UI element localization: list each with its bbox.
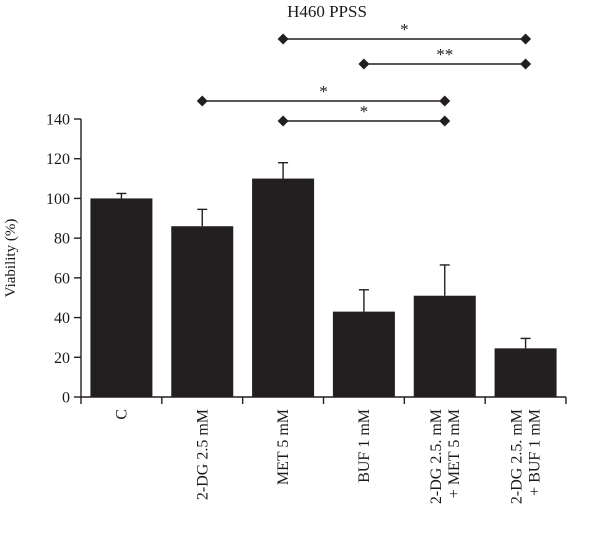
x-tick-label: C <box>113 409 130 420</box>
y-tick-label: 100 <box>46 191 70 208</box>
significance-marker <box>277 33 289 45</box>
x-tick-label: 2-DG 2.5 mM <box>194 409 211 500</box>
y-tick-label: 140 <box>46 112 70 129</box>
significance-marker <box>277 115 289 127</box>
x-tick-label: BUF 1 mM <box>356 409 373 483</box>
significance-marker <box>439 115 451 127</box>
x-tick-label: 2-DG 2.5. mM <box>428 409 445 504</box>
bar <box>494 348 557 397</box>
bar <box>90 198 153 397</box>
chart-title: H460 PPSS <box>287 2 367 21</box>
y-tick-label: 60 <box>54 270 70 287</box>
x-tick-label: + MET 5 mM <box>446 409 463 498</box>
bar <box>252 178 315 397</box>
significance-marker <box>358 58 370 70</box>
x-tick-label: MET 5 mM <box>275 409 292 485</box>
y-axis-label: Viability (%) <box>3 219 19 298</box>
y-tick-label: 0 <box>62 390 70 407</box>
significance-label: * <box>360 102 369 121</box>
bar <box>413 295 476 397</box>
bar <box>171 226 234 397</box>
y-tick-label: 80 <box>54 231 70 248</box>
y-tick-label: 120 <box>46 151 70 168</box>
significance-marker <box>520 58 532 70</box>
significance-label: * <box>400 20 409 39</box>
x-tick-label: + BUF 1 mM <box>527 409 544 496</box>
significance-label: ** <box>436 45 453 64</box>
bar <box>332 311 395 397</box>
significance-marker <box>439 95 451 107</box>
significance-marker <box>520 33 532 45</box>
significance-label: * <box>319 82 328 101</box>
significance-marker <box>196 95 208 107</box>
y-tick-label: 40 <box>54 310 70 327</box>
y-tick-label: 20 <box>54 350 70 367</box>
x-tick-label: 2-DG 2.5. mM <box>509 409 526 504</box>
